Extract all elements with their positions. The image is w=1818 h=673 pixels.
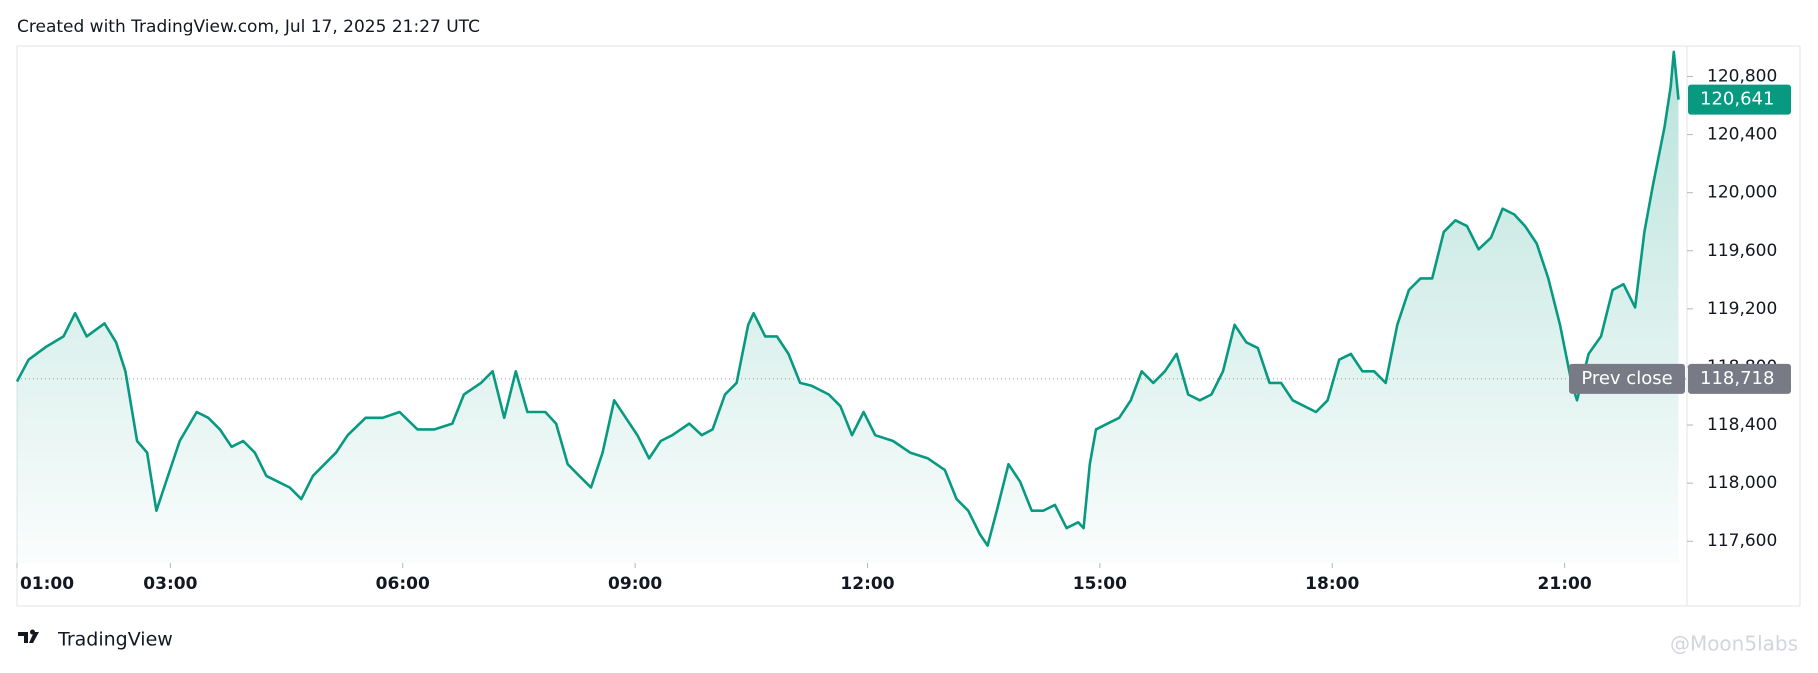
prev-close-label: 118,718 (1700, 368, 1774, 389)
x-tick-label: 01:00 (20, 574, 74, 594)
y-tick-label: 119,200 (1707, 299, 1777, 319)
prev-close-name-badge (1569, 363, 1685, 394)
brand: TradingView (57, 629, 173, 651)
x-tick-label: 18:00 (1305, 574, 1359, 594)
tv-logo (18, 629, 39, 643)
last-price-label: 120,641 (1700, 89, 1774, 110)
chart-title: Created with TradingView.com, Jul 17, 20… (17, 17, 480, 37)
x-tick-label: 03:00 (143, 574, 197, 594)
x-tick-label: 12:00 (840, 574, 894, 594)
x-tick-label: 06:00 (376, 574, 430, 594)
y-tick-label: 118,400 (1707, 415, 1777, 435)
last-price-badge (1688, 84, 1791, 115)
area-fill (17, 51, 1679, 564)
chart-frame (16, 45, 1801, 607)
x-tick-label: 09:00 (608, 574, 662, 594)
x-tick-label: 21:00 (1538, 574, 1592, 594)
prev-close-badge (1688, 363, 1791, 394)
y-tick-label: 120,000 (1707, 183, 1777, 203)
watermark: @Moon5labs (1670, 632, 1798, 656)
price-line (15, 50, 1680, 547)
y-tick-label: 119,600 (1707, 241, 1777, 261)
y-tick-label: 120,400 (1707, 125, 1777, 145)
y-tick-label: 118,000 (1707, 473, 1777, 493)
prev-close-name: Prev close (1581, 368, 1672, 389)
y-tick-label: 117,600 (1707, 531, 1777, 551)
x-tick-label: 15:00 (1073, 574, 1127, 594)
y-tick-label: 120,800 (1707, 66, 1777, 86)
